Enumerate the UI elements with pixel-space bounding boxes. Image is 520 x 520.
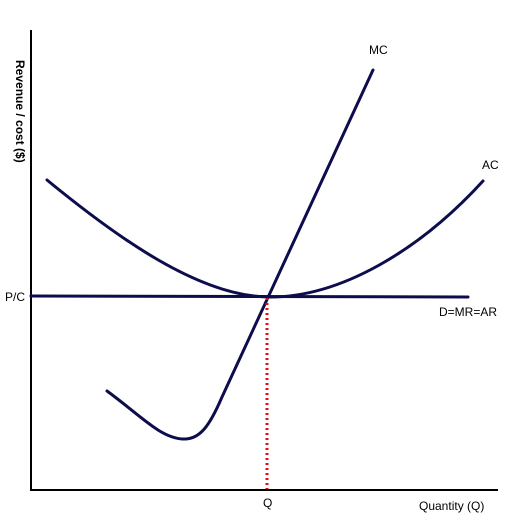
y-axis-label: Revenue / cost ($) [13, 60, 27, 163]
demand-label: D=MR=AR [439, 305, 497, 319]
x-axis-label: Quantity (Q) [419, 499, 484, 513]
mc-label: MC [369, 43, 388, 57]
ac-curve [45, 178, 485, 299]
ac-label: AC [482, 158, 499, 172]
quantity-label: Q [263, 496, 272, 510]
mc-curve [105, 68, 375, 441]
price-label: P/C [5, 290, 25, 304]
